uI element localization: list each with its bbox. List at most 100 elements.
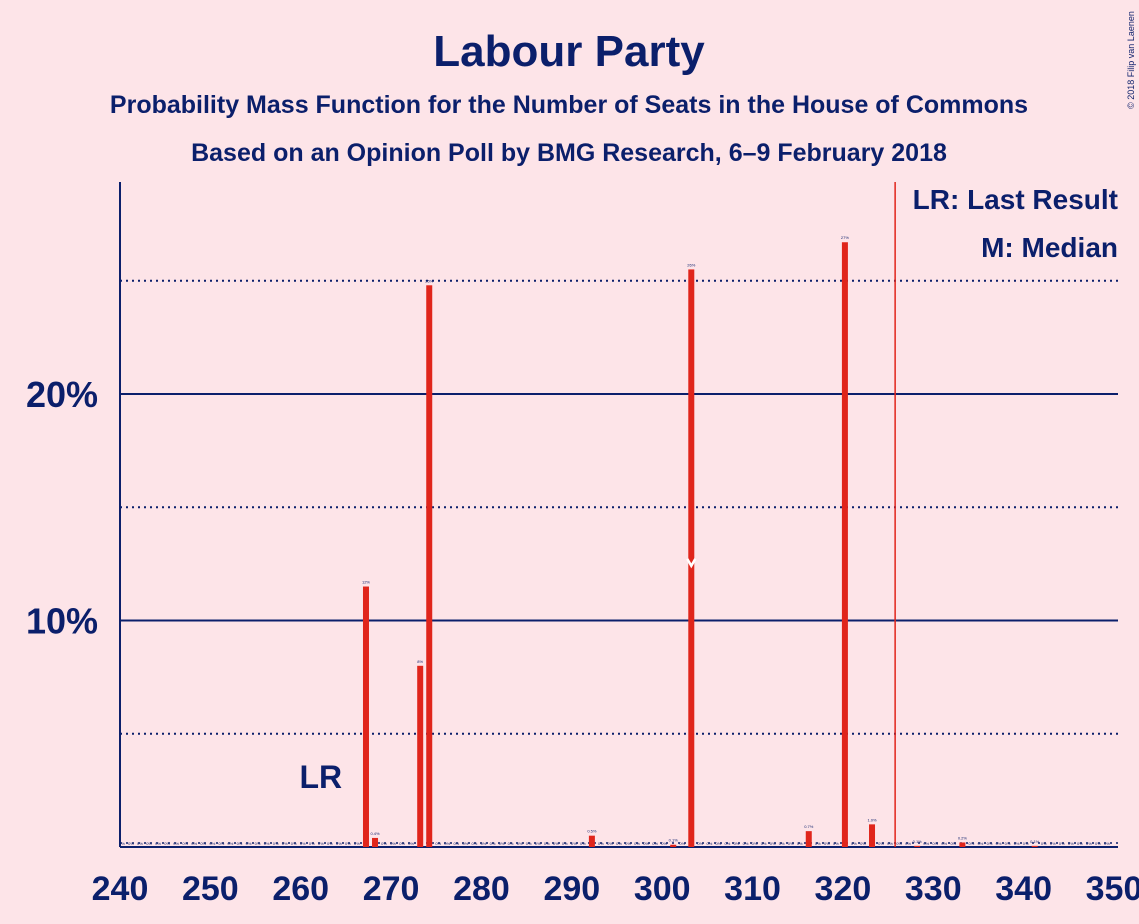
zero-label-349: 0% [1104, 841, 1110, 846]
zero-label-337: 0% [996, 841, 1002, 846]
median-marker [686, 558, 697, 569]
zero-label-335: 0% [978, 841, 984, 846]
zero-label-324: 0% [878, 841, 884, 846]
bar-323 [869, 824, 876, 847]
x-tick-label-270: 270 [363, 870, 420, 908]
copyright-text: © 2018 Filip van Laenen [1126, 11, 1136, 109]
zero-label-332: 0% [950, 841, 956, 846]
bar-320 [841, 242, 848, 847]
zero-label-270: 0% [390, 841, 396, 846]
bar-267 [362, 586, 369, 847]
bar-273 [417, 665, 424, 847]
zero-label-295: 0% [616, 841, 622, 846]
bar-label-292: 0.5% [587, 829, 597, 834]
zero-label-254: 0% [246, 841, 252, 846]
zero-label-306: 0% [716, 841, 722, 846]
bar-label-320: 27% [841, 235, 849, 240]
zero-label-298: 0% [643, 841, 649, 846]
zero-label-251: 0% [219, 841, 225, 846]
bar-333 [959, 842, 966, 847]
zero-label-311: 0% [761, 841, 767, 846]
zero-label-246: 0% [173, 841, 179, 846]
x-tick-label-300: 300 [634, 870, 691, 908]
x-tick-label-310: 310 [724, 870, 781, 908]
zero-label-259: 0% [291, 841, 297, 846]
zero-label-266: 0% [354, 841, 360, 846]
zero-label-265: 0% [345, 841, 351, 846]
zero-label-309: 0% [743, 841, 749, 846]
zero-label-339: 0% [1014, 841, 1020, 846]
zero-label-283: 0% [508, 841, 514, 846]
bar-303 [688, 269, 695, 847]
zero-label-263: 0% [327, 841, 333, 846]
zero-label-256: 0% [264, 841, 270, 846]
zero-label-317: 0% [815, 841, 821, 846]
zero-label-271: 0% [399, 841, 405, 846]
x-tick-label-260: 260 [272, 870, 329, 908]
zero-label-342: 0% [1041, 841, 1047, 846]
bar-label-274: 25% [425, 278, 433, 283]
zero-label-329: 0% [923, 841, 929, 846]
bar-341 [1031, 845, 1038, 847]
x-tick-label-320: 320 [815, 870, 872, 908]
zero-label-304: 0% [697, 841, 703, 846]
y-tick-label-10: 10% [26, 601, 98, 642]
bar-328 [914, 845, 921, 847]
zero-label-245: 0% [164, 841, 170, 846]
zero-label-327: 0% [905, 841, 911, 846]
zero-label-344: 0% [1059, 841, 1065, 846]
zero-label-275: 0% [435, 841, 441, 846]
bar-label-301: 0.1% [669, 838, 679, 843]
zero-label-294: 0% [607, 841, 613, 846]
zero-label-348: 0% [1095, 841, 1101, 846]
zero-label-276: 0% [444, 841, 450, 846]
chart-subtitle-2: Based on an Opinion Poll by BMG Research… [191, 139, 947, 167]
zero-label-252: 0% [228, 841, 234, 846]
zero-label-287: 0% [544, 841, 550, 846]
bar-292 [588, 835, 595, 847]
x-tick-label-350: 350 [1086, 870, 1139, 908]
bar-label-267: 12% [362, 580, 370, 585]
zero-label-325: 0% [887, 841, 893, 846]
zero-label-305: 0% [706, 841, 712, 846]
zero-label-241: 0% [128, 841, 134, 846]
zero-label-313: 0% [779, 841, 785, 846]
zero-label-250: 0% [209, 841, 215, 846]
x-tick-label-290: 290 [543, 870, 600, 908]
bar-label-323: 1.0% [867, 817, 877, 822]
zero-label-302: 0% [679, 841, 685, 846]
bar-label-341: 0.1% [1030, 839, 1040, 844]
bar-label-316: 0.7% [804, 824, 814, 829]
zero-label-321: 0% [851, 841, 857, 846]
zero-label-261: 0% [309, 841, 315, 846]
zero-label-286: 0% [535, 841, 541, 846]
y-tick-label-20: 20% [26, 374, 98, 415]
zero-label-255: 0% [255, 841, 261, 846]
zero-label-258: 0% [282, 841, 288, 846]
zero-label-347: 0% [1086, 841, 1092, 846]
zero-label-285: 0% [526, 841, 532, 846]
zero-label-293: 0% [598, 841, 604, 846]
zero-label-243: 0% [146, 841, 152, 846]
zero-label-290: 0% [571, 841, 577, 846]
zero-label-318: 0% [824, 841, 830, 846]
zero-label-300: 0% [661, 841, 667, 846]
zero-label-308: 0% [734, 841, 740, 846]
zero-label-307: 0% [725, 841, 731, 846]
bar-label-333: 0.2% [958, 835, 968, 840]
zero-label-346: 0% [1077, 841, 1083, 846]
zero-label-336: 0% [987, 841, 993, 846]
zero-label-264: 0% [336, 841, 342, 846]
last-result-label: LR [299, 759, 342, 795]
zero-label-278: 0% [462, 841, 468, 846]
zero-label-260: 0% [300, 841, 306, 846]
bar-label-303: 26% [687, 262, 695, 267]
x-tick-label-240: 240 [92, 870, 149, 908]
zero-label-334: 0% [969, 841, 975, 846]
zero-label-314: 0% [788, 841, 794, 846]
zero-label-315: 0% [797, 841, 803, 846]
zero-label-340: 0% [1023, 841, 1029, 846]
zero-label-338: 0% [1005, 841, 1011, 846]
zero-label-253: 0% [237, 841, 243, 846]
zero-label-310: 0% [752, 841, 758, 846]
